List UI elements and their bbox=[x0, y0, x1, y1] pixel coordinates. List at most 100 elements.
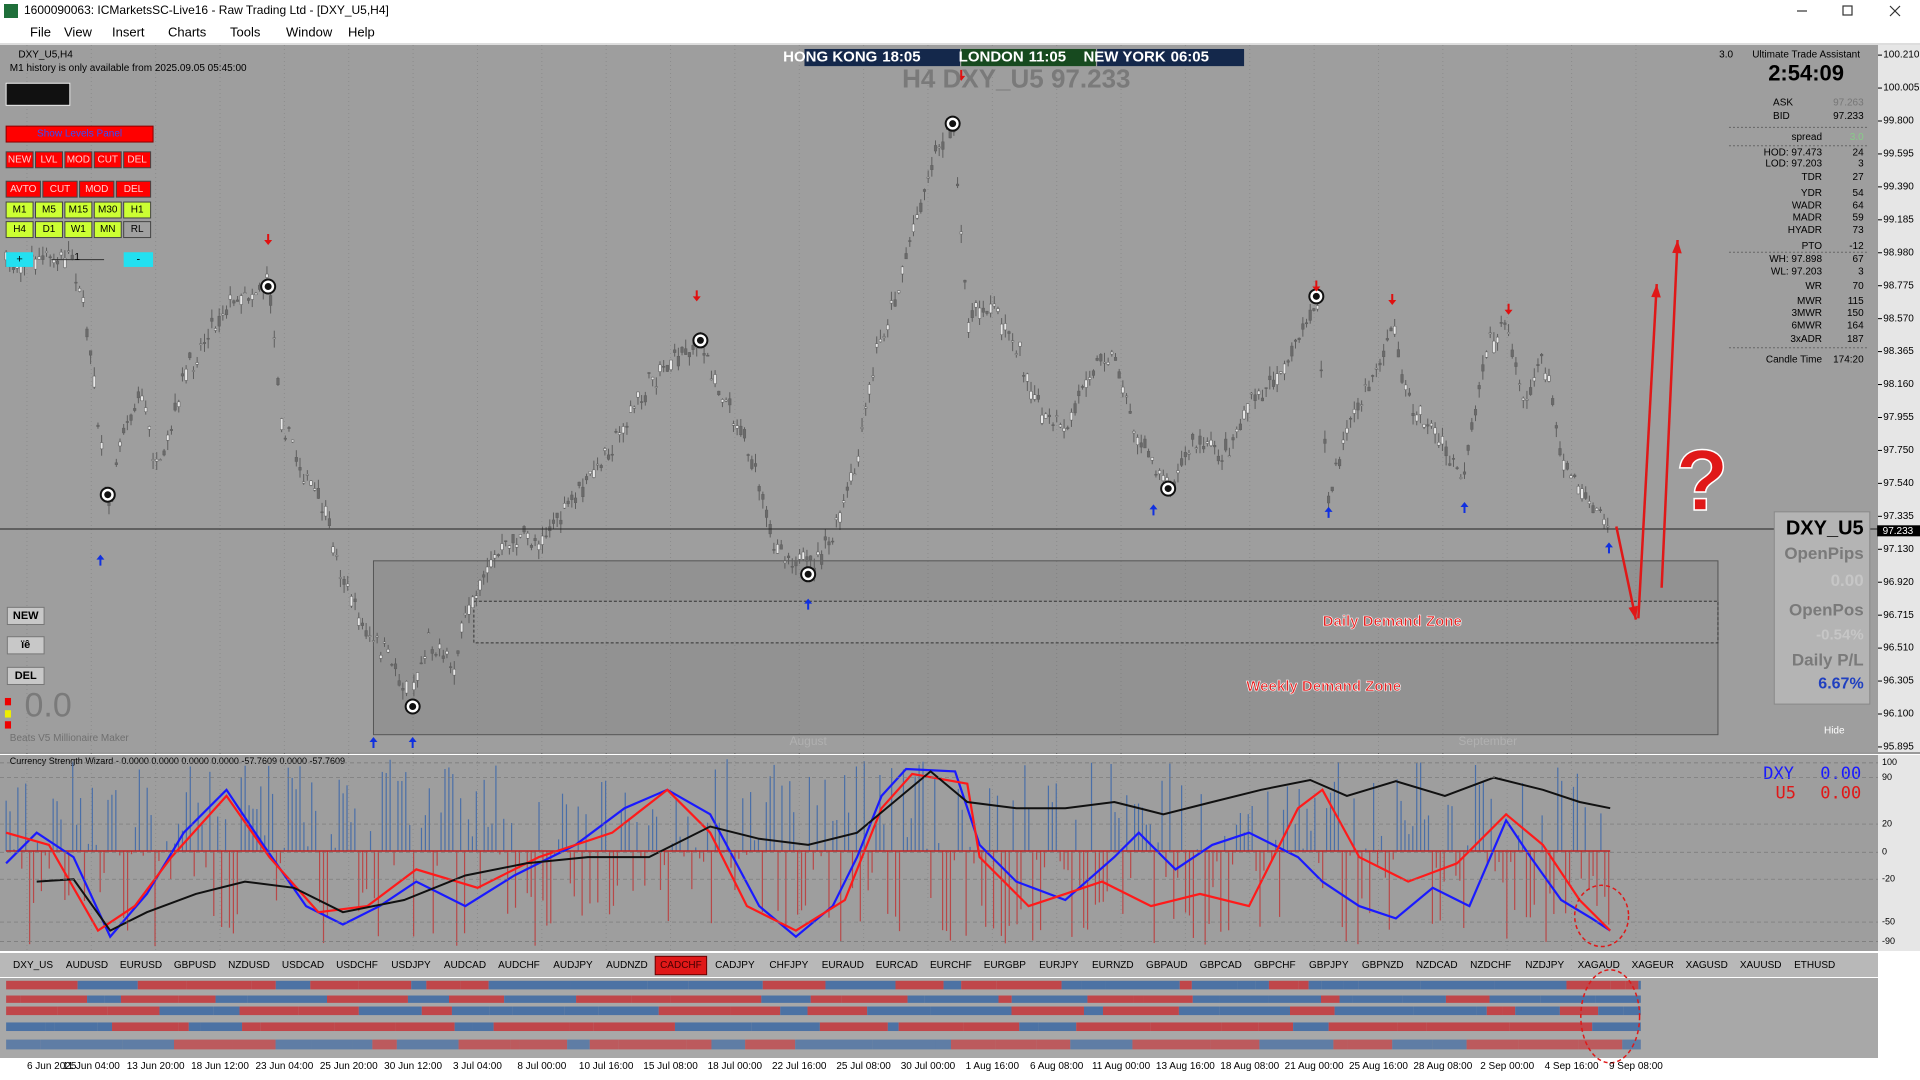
button-label[interactable]: M30 bbox=[98, 205, 118, 216]
button-label[interactable]: RL bbox=[131, 224, 144, 235]
button-label[interactable]: H4 bbox=[13, 224, 26, 235]
nav-button[interactable] bbox=[5, 82, 71, 106]
menu-item[interactable]: Help bbox=[348, 24, 375, 39]
hide-button[interactable]: Hide bbox=[1824, 726, 1845, 737]
candle-body bbox=[1150, 457, 1154, 461]
symbol-tab[interactable]: EURAUD bbox=[822, 960, 864, 971]
panel-button[interactable] bbox=[64, 201, 93, 219]
symbol-tab[interactable]: XAGUSD bbox=[1686, 960, 1728, 971]
menu-item[interactable]: Window bbox=[286, 24, 333, 39]
symbol-tab[interactable]: USDCAD bbox=[282, 960, 324, 971]
button-label[interactable]: Show Levels Panel bbox=[37, 129, 122, 140]
button-label[interactable]: DEL bbox=[124, 184, 144, 195]
button-label[interactable]: CUT bbox=[50, 184, 71, 195]
button-label[interactable]: MOD bbox=[67, 154, 90, 165]
symbol-tab[interactable]: GBPCAD bbox=[1200, 960, 1242, 971]
panel-button[interactable] bbox=[5, 221, 34, 239]
button-label[interactable]: AVTO bbox=[10, 184, 37, 195]
panel-button[interactable] bbox=[64, 221, 93, 239]
button-label[interactable]: W1 bbox=[71, 224, 86, 235]
symbol-tab[interactable]: EURJPY bbox=[1039, 960, 1079, 971]
side-button[interactable] bbox=[6, 606, 45, 625]
symbol-tab[interactable]: AUDUSD bbox=[66, 960, 108, 971]
button-label[interactable]: MOD bbox=[85, 184, 108, 195]
window-controls[interactable] bbox=[1797, 5, 1901, 17]
symbol-tab[interactable]: XAGEUR bbox=[1632, 960, 1674, 971]
symbol-tab-active[interactable] bbox=[654, 955, 708, 976]
panel-button[interactable] bbox=[64, 151, 93, 169]
button-label[interactable]: MN bbox=[100, 224, 116, 235]
panel-button[interactable] bbox=[5, 180, 41, 198]
minus-button[interactable] bbox=[123, 252, 154, 267]
symbol-tab[interactable]: AUDJPY bbox=[553, 960, 593, 971]
menu-item[interactable]: Charts bbox=[168, 24, 207, 39]
panel-button[interactable] bbox=[42, 180, 78, 198]
side-button[interactable] bbox=[6, 666, 45, 685]
symbol-tab[interactable]: ETHUSD bbox=[1794, 960, 1835, 971]
symbol-tab[interactable]: CHFJPY bbox=[769, 960, 808, 971]
symbol-tab[interactable]: USDCHF bbox=[336, 960, 378, 971]
symbol-tab[interactable]: GBPNZD bbox=[1362, 960, 1404, 971]
symbol-tab[interactable]: GBPAUD bbox=[1146, 960, 1188, 971]
symbol-tab[interactable]: XAGAUD bbox=[1578, 960, 1620, 971]
menu-item[interactable]: Tools bbox=[230, 24, 261, 39]
button-label[interactable]: + bbox=[16, 253, 22, 265]
symbol-tab[interactable]: EURGBP bbox=[984, 960, 1027, 971]
panel-button[interactable] bbox=[35, 221, 63, 239]
panel-button[interactable] bbox=[5, 151, 34, 169]
symbol-tab[interactable]: EURUSD bbox=[120, 960, 162, 971]
button-label[interactable]: NEW bbox=[8, 154, 32, 165]
symbol-tab[interactable]: GBPUSD bbox=[174, 960, 216, 971]
symbol-tab[interactable]: AUDCHF bbox=[498, 960, 540, 971]
menu-item[interactable]: Insert bbox=[112, 24, 145, 39]
panel-button[interactable] bbox=[35, 201, 63, 219]
symbol-tab[interactable]: EURCAD bbox=[876, 960, 918, 971]
panel-button[interactable] bbox=[115, 180, 152, 198]
panel-button[interactable] bbox=[123, 221, 152, 239]
symbol-tab[interactable]: NZDUSD bbox=[228, 960, 270, 971]
symbol-tab[interactable]: NZDJPY bbox=[1525, 960, 1564, 971]
plus-button[interactable] bbox=[6, 252, 34, 267]
panel-button[interactable] bbox=[5, 201, 34, 219]
symbol-tab[interactable]: NZDCAD bbox=[1416, 960, 1458, 971]
show-levels-button[interactable] bbox=[5, 125, 154, 143]
symbol-tab[interactable]: GBPJPY bbox=[1309, 960, 1349, 971]
button-label[interactable]: M5 bbox=[42, 205, 56, 216]
symbol-tab[interactable]: XAUUSD bbox=[1740, 960, 1782, 971]
menu-item[interactable]: File bbox=[30, 24, 51, 39]
button-label[interactable]: M1 bbox=[13, 205, 27, 216]
button-label[interactable]: DEL bbox=[15, 670, 37, 682]
button-label[interactable]: CUT bbox=[97, 154, 118, 165]
maximize[interactable] bbox=[1842, 5, 1853, 16]
button-label[interactable]: ïê bbox=[20, 639, 30, 651]
button-label[interactable]: NEW bbox=[13, 610, 39, 622]
panel-button[interactable] bbox=[35, 151, 63, 169]
panel-button[interactable] bbox=[93, 151, 122, 169]
panel-button[interactable] bbox=[79, 180, 115, 198]
strength-segment bbox=[1011, 1006, 1084, 1016]
button-label[interactable]: M15 bbox=[69, 205, 89, 216]
button-label[interactable]: H1 bbox=[131, 205, 144, 216]
panel-button[interactable] bbox=[93, 221, 122, 239]
button-label[interactable]: - bbox=[137, 253, 141, 265]
symbol-tab[interactable]: GBPCHF bbox=[1254, 960, 1296, 971]
symbol-tab[interactable]: CADCHF bbox=[660, 960, 702, 971]
panel-button[interactable] bbox=[123, 151, 152, 169]
button-label[interactable]: D1 bbox=[43, 224, 56, 235]
side-button[interactable] bbox=[6, 636, 45, 655]
symbol-tab[interactable]: DXY_US bbox=[13, 960, 53, 971]
symbol-tab[interactable]: NZDCHF bbox=[1470, 960, 1511, 971]
panel-button[interactable] bbox=[93, 201, 122, 219]
symbol-tab[interactable]: AUDNZD bbox=[606, 960, 648, 971]
button-label[interactable]: DEL bbox=[127, 154, 147, 165]
symbol-tab[interactable]: CADJPY bbox=[715, 960, 755, 971]
symbol-tab[interactable]: EURCHF bbox=[930, 960, 972, 971]
symbol-tab[interactable]: AUDCAD bbox=[444, 960, 486, 971]
close[interactable] bbox=[1889, 5, 1901, 17]
panel-button[interactable] bbox=[123, 201, 152, 219]
symbol-tab[interactable]: USDJPY bbox=[391, 960, 431, 971]
button-label[interactable]: LVL bbox=[40, 154, 57, 165]
symbol-tab[interactable]: EURNZD bbox=[1092, 960, 1134, 971]
candle-body bbox=[658, 364, 662, 372]
menu-item[interactable]: View bbox=[64, 24, 93, 39]
